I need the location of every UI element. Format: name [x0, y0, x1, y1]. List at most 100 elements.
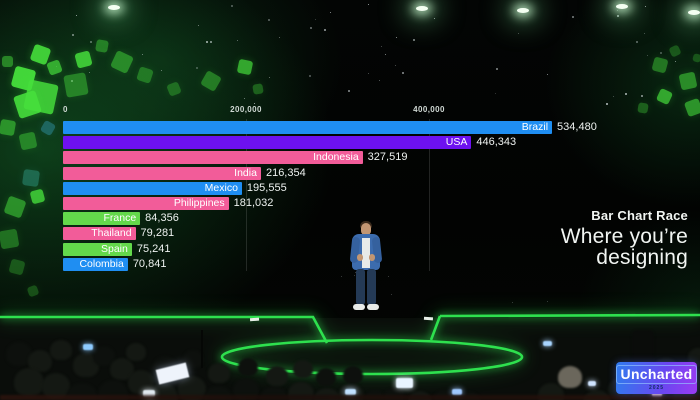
audience-head [238, 358, 258, 376]
runway-edge-right [429, 315, 442, 341]
presenter-shirt [362, 238, 370, 268]
star [90, 41, 92, 43]
star [391, 294, 392, 295]
bar-mexico: Mexico [63, 181, 242, 195]
star [196, 67, 198, 69]
bar-brazil: Brazil [63, 121, 553, 134]
chart-title: Where you’re designing [560, 225, 688, 269]
phone-screen-glow [83, 344, 93, 350]
gridline [246, 119, 247, 271]
bar-row: Mexico 195,555 [63, 181, 643, 195]
bar-colombia: Colombia [63, 257, 128, 271]
star [244, 98, 245, 99]
star [368, 73, 369, 74]
bar-country-label: Spain [100, 242, 128, 255]
audience-head [6, 342, 32, 366]
bar-country-label: Colombia [79, 257, 124, 270]
star [72, 34, 74, 36]
bar-indonesia: Indonesia [63, 151, 363, 165]
bar-value-label: 181,032 [233, 197, 274, 209]
phone-screen-glow [143, 390, 155, 397]
star [613, 96, 614, 97]
bar-row: France 84,356 [63, 212, 643, 226]
presenter-hand-right [369, 254, 375, 261]
audience-head [688, 348, 700, 366]
star [395, 65, 396, 66]
bar-row: Thailand 79,281 [63, 227, 643, 241]
star [385, 54, 386, 55]
star [641, 95, 643, 97]
bar-value-label: 216,354 [265, 166, 306, 179]
star [76, 15, 77, 16]
bar-value-label: 79,281 [140, 227, 175, 240]
star [617, 10, 618, 11]
bar-row: Colombia 70,841 [63, 257, 643, 271]
phone-screen-glow [345, 389, 356, 395]
star [254, 103, 255, 104]
star [625, 93, 627, 95]
star [547, 301, 548, 302]
star [330, 12, 331, 13]
stage-edge-left [0, 315, 329, 344]
star [606, 103, 608, 105]
stage-tape-mark-right [423, 316, 434, 321]
audience-head [293, 360, 313, 378]
presenter-head [361, 223, 371, 235]
star [644, 33, 645, 34]
presenter [348, 221, 384, 313]
ceiling-light [688, 10, 700, 15]
bar-row: Philippines 181,032 [63, 197, 643, 210]
star [547, 74, 548, 75]
star [388, 276, 389, 277]
x-tick: 400,000 [413, 105, 445, 114]
star [206, 41, 208, 43]
phone-screen-glow [543, 341, 552, 346]
bar-value-label: 195,555 [246, 181, 287, 194]
ceiling-light [616, 4, 628, 9]
audience-head [110, 358, 134, 380]
presenter-hand-left [357, 254, 363, 261]
star [161, 70, 162, 71]
bottom-crowd-strip [0, 395, 700, 400]
star [518, 33, 519, 34]
star [660, 52, 662, 54]
bar-row: USA 446,343 [63, 136, 643, 150]
presenter-shoe-right [367, 304, 379, 310]
star [279, 37, 280, 38]
star [348, 90, 350, 92]
ceiling-light [108, 5, 120, 10]
star [645, 6, 646, 7]
bar-value-label: 75,241 [136, 242, 171, 255]
audience-head [316, 368, 336, 386]
star [89, 72, 90, 73]
star [198, 25, 199, 26]
audience-head [266, 366, 288, 386]
camera-operator-silhouette [632, 330, 654, 364]
bar-country-label: France [103, 212, 137, 225]
star [636, 41, 638, 43]
audience-head [93, 346, 115, 366]
bar-thailand: Thailand [63, 227, 136, 241]
bar-value-label: 534,480 [557, 121, 597, 133]
star [413, 39, 415, 41]
audience-head [14, 368, 44, 396]
bar-row: Brazil 534,480 [63, 121, 643, 134]
bar-value-label: 446,343 [476, 136, 517, 149]
bar-country-label: Thailand [91, 227, 132, 240]
star [309, 75, 311, 77]
bar-country-label: Indonesia [313, 151, 359, 164]
star [434, 18, 435, 19]
bar-row: India 216,354 [63, 166, 643, 180]
x-tick: 0 [63, 105, 68, 114]
bar-india: India [63, 166, 261, 180]
star [381, 46, 382, 47]
ceiling-light [416, 6, 428, 11]
star [142, 54, 143, 55]
audience-head [558, 366, 582, 388]
star [396, 37, 397, 38]
uncharted-event-badge: Uncharted 2025 [615, 362, 698, 394]
green-cube [2, 56, 13, 67]
